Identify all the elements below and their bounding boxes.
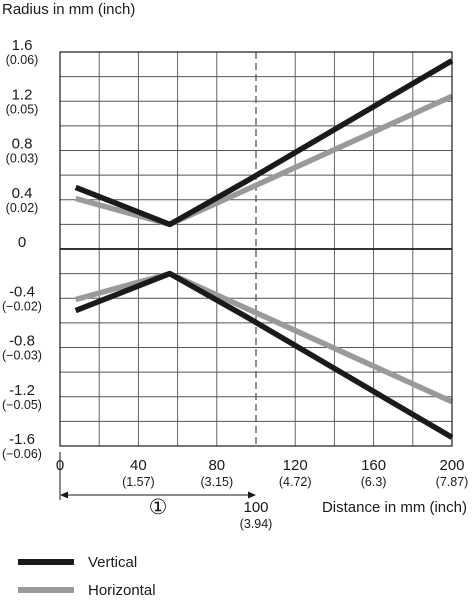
axes xyxy=(59,51,453,447)
series-line-vertical-upper xyxy=(74,58,454,228)
y-tick-sublabel: (−0.02) xyxy=(2,299,42,313)
annotation-marker: ① xyxy=(149,496,168,519)
x-tick-label: 40 xyxy=(130,457,147,474)
x-tick-sublabel: (7.87) xyxy=(436,475,469,489)
annotation-end-sublabel: (3.94) xyxy=(240,517,273,531)
x-tick-sublabel: (1.57) xyxy=(122,475,155,489)
y-tick-sublabel: (−0.05) xyxy=(2,398,42,412)
legend-label-horizontal: Horizontal xyxy=(88,582,156,599)
y-tick-label: -1.2 xyxy=(9,382,35,399)
x-tick-sublabel: (3.15) xyxy=(200,475,233,489)
annotation-end-label: 100 xyxy=(243,499,268,516)
y-tick-sublabel: (−0.03) xyxy=(2,349,42,363)
y-tick-label: -1.6 xyxy=(9,431,35,448)
x-tick-sublabel: (6.3) xyxy=(361,475,387,489)
x-tick-sublabel: (4.72) xyxy=(279,475,312,489)
series-line-vertical-lower xyxy=(74,270,454,440)
y-tick-label: -0.4 xyxy=(9,283,35,300)
x-tick-label: 160 xyxy=(361,457,386,474)
y-tick-label: 0.4 xyxy=(12,185,33,202)
annotation-arrow-left xyxy=(60,491,68,499)
x-tick-label: 120 xyxy=(283,457,308,474)
y-tick-label: 0.8 xyxy=(12,136,33,153)
y-tick-sublabel: (0.05) xyxy=(6,102,39,116)
y-tick-sublabel: (−0.06) xyxy=(2,447,42,461)
x-tick-label: 80 xyxy=(208,457,225,474)
y-axis-title: Radius in mm (inch) xyxy=(2,1,135,18)
series-layer xyxy=(74,58,454,440)
legend-label-vertical: Vertical xyxy=(88,554,137,571)
annotation-arrow-right xyxy=(248,491,256,499)
y-tick-label: 1.6 xyxy=(12,37,33,54)
y-tick-sublabel: (0.06) xyxy=(6,53,39,67)
distance-annotation: ① 100(3.94) xyxy=(59,452,273,531)
y-tick-label: 0 xyxy=(18,234,26,251)
x-axis-title: Distance in mm (inch) xyxy=(322,499,467,516)
y-tick-sublabel: (0.03) xyxy=(6,152,39,166)
x-tick-label: 200 xyxy=(439,457,464,474)
y-tick-label: -0.8 xyxy=(9,333,35,350)
y-tick-label: 1.2 xyxy=(12,86,33,103)
legend: Vertical Horizontal xyxy=(18,554,156,599)
tick-labels: 1.6(0.06) 1.2(0.05) 0.8(0.03) 0.4(0.02) 0 -0.… xyxy=(2,37,468,489)
y-tick-sublabel: (0.02) xyxy=(6,201,39,215)
